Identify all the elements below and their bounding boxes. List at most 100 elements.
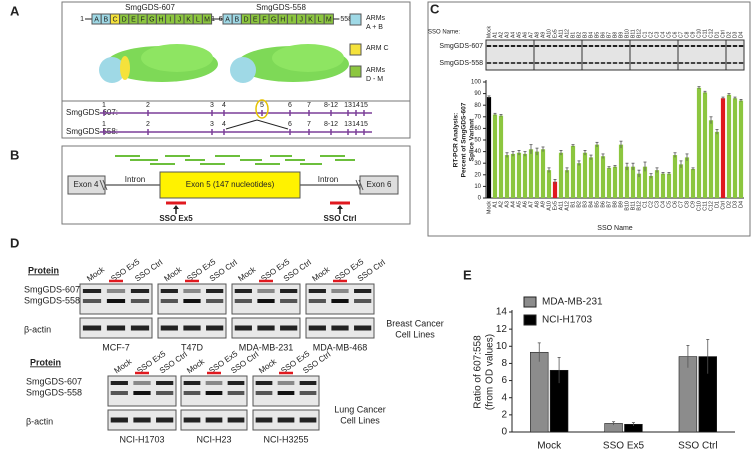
bar [678, 164, 684, 198]
exon-box [359, 175, 399, 195]
x-tick-label: C6 [672, 201, 678, 208]
domain-letter: I [169, 16, 171, 23]
exon-label: 7 [307, 102, 311, 109]
cell-line-label: T47D [181, 342, 204, 352]
y-tick-label: 70 [474, 114, 481, 120]
lane-label: C8 [684, 31, 690, 38]
lane-label: D2 [726, 31, 732, 38]
exon-label: 1 [102, 121, 106, 128]
legend-swatch [349, 43, 362, 56]
lane-label: A12 [564, 29, 570, 38]
x-tick-label: B7 [606, 201, 612, 208]
protein-name: SmgGDS-607 [125, 3, 175, 12]
lane-label: B10 [624, 29, 630, 38]
y-tick-label: 4 [501, 392, 507, 403]
bar [594, 144, 600, 198]
legend-swatch [523, 296, 537, 308]
lane-label: A3 [504, 32, 510, 38]
x-tick-label: B12 [636, 201, 642, 211]
exon-label: Exon 4 [74, 180, 99, 189]
lane-label: B9 [618, 32, 624, 38]
panel-box [61, 145, 411, 225]
domain-letter: G [149, 16, 154, 23]
x-tick-label: A12 [564, 201, 570, 211]
domain-letter: K [308, 16, 313, 23]
band-label: SmgGDS-607 [26, 376, 82, 386]
lane-label: A10 [546, 29, 552, 38]
break [99, 179, 105, 191]
bar [576, 163, 582, 198]
exon-label: Exon 5 (147 nucleotides) [186, 180, 275, 189]
domain-letter: J [299, 16, 303, 23]
lane-label: D1 [714, 31, 720, 38]
x-tick-label: C10 [696, 201, 702, 211]
lane-label: C12 [708, 29, 714, 38]
lane-label: A6 [522, 32, 528, 38]
x-tick-label: SSO Ex5 [603, 441, 645, 452]
x-tick-label: B1 [570, 201, 576, 208]
x-tick-label: A7 [528, 201, 534, 208]
x-tick-label: B2 [576, 201, 582, 208]
x-tick-label: Ctrl [720, 201, 726, 210]
x-tick-label: C8 [684, 201, 690, 208]
y-axis-label: (from OD values) [485, 334, 496, 410]
y-tick-label: 10 [474, 184, 481, 190]
group-label: Cell Lines [395, 329, 435, 339]
band-label: β-actin [24, 324, 51, 334]
y-tick-label: 30 [474, 161, 481, 167]
y-tick-label: 60 [474, 126, 481, 132]
bar [522, 153, 528, 198]
lane-label: Mock [113, 356, 135, 375]
y-axis-label: Splice Variant [469, 118, 476, 161]
domain-letter: J [178, 16, 182, 23]
group-label: Lung Cancer [334, 404, 386, 414]
legend-label: A + B [366, 24, 383, 31]
legend-label: MDA-MB-231 [542, 297, 603, 308]
bar [540, 149, 546, 198]
intron-label: Intron [318, 175, 338, 184]
group-label: Breast Cancer [386, 318, 444, 328]
bar [666, 173, 672, 198]
bar [492, 114, 498, 198]
x-tick-label: Ex5 [552, 201, 558, 210]
x-tick-label: B5 [594, 201, 600, 208]
y-tick-label: 50 [474, 138, 481, 144]
lane-label: B5 [594, 32, 600, 38]
x-tick-label: Mock [486, 201, 492, 214]
bar [684, 157, 690, 198]
x-tick-label: A2 [498, 201, 504, 208]
structure-c [120, 56, 130, 80]
bar [530, 351, 549, 433]
x-tick-label: B10 [624, 201, 630, 211]
group-label: Cell Lines [340, 415, 380, 425]
exon-label: 6 [288, 121, 292, 128]
lane-label: Ex5 [552, 29, 558, 38]
lane-label: B6 [600, 32, 606, 38]
domain-letter: H [158, 16, 163, 23]
exon-label: 1 [102, 102, 106, 109]
lane-label: C7 [678, 31, 684, 38]
domain-letter: L [318, 16, 322, 23]
exon-label: 7 [307, 121, 311, 128]
lane-label: Mock [257, 356, 279, 375]
cell-line-label: MDA-MB-468 [313, 342, 368, 352]
x-tick-label: C4 [660, 201, 666, 208]
x-tick-label: A9 [540, 201, 546, 208]
break [102, 179, 108, 191]
domain-letter: D [243, 16, 248, 23]
lane-label: B2 [576, 32, 582, 38]
lane-label: C10 [696, 29, 702, 38]
band-label: SmgGDS-558 [439, 60, 483, 67]
y-tick-label: 12 [496, 324, 508, 335]
lane-label: A8 [534, 32, 540, 38]
bar [702, 92, 708, 198]
bar [732, 98, 738, 198]
x-tick-label: C3 [654, 201, 660, 208]
x-tick-label: B3 [582, 201, 588, 208]
bar [600, 156, 606, 198]
bar [636, 173, 642, 198]
arrow-head [337, 205, 343, 209]
lane-label: C3 [654, 31, 660, 38]
